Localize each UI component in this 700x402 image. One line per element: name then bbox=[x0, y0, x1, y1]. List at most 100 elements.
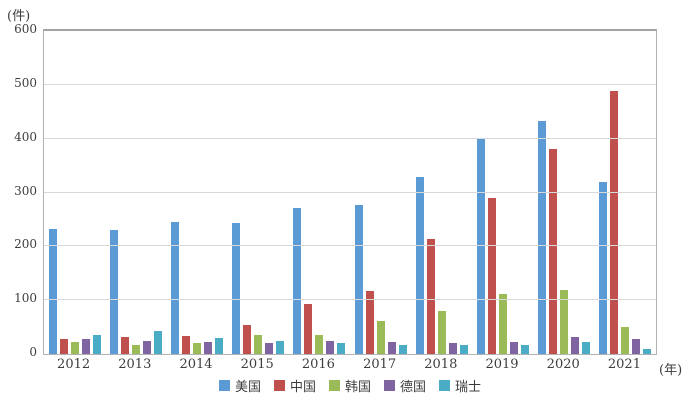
bar-2021-中国 bbox=[610, 90, 619, 354]
x-tick-label-2017: 2017 bbox=[363, 357, 397, 372]
plot-area bbox=[43, 29, 657, 355]
bar-2020-德国 bbox=[571, 337, 580, 354]
y-tick-label: 0 bbox=[29, 345, 37, 359]
bar-2018-韩国 bbox=[437, 311, 446, 354]
legend-item-瑞士: 瑞士 bbox=[439, 376, 481, 395]
bar-2017-瑞士 bbox=[398, 344, 407, 354]
gridline bbox=[44, 137, 656, 139]
bar-2020-瑞士 bbox=[582, 342, 591, 354]
legend-swatch-icon bbox=[328, 380, 340, 391]
bar-2019-韩国 bbox=[499, 293, 508, 354]
bar-2019-德国 bbox=[510, 341, 519, 354]
legend-label: 中国 bbox=[289, 380, 316, 395]
bar-2014-韩国 bbox=[193, 343, 201, 354]
bar-group-2015 bbox=[228, 31, 289, 354]
bar-2015-德国 bbox=[265, 343, 274, 354]
bar-2016-中国 bbox=[304, 303, 313, 354]
y-tick-label: 500 bbox=[14, 75, 37, 90]
x-tick-label-2016: 2016 bbox=[301, 357, 335, 372]
y-tick-label: 100 bbox=[14, 291, 37, 306]
x-tick-label-2014: 2014 bbox=[179, 357, 213, 372]
gridline bbox=[44, 245, 656, 247]
bar-2015-瑞士 bbox=[276, 340, 285, 354]
bar-2013-德国 bbox=[142, 341, 151, 354]
x-tick-label-2015: 2015 bbox=[240, 357, 274, 372]
legend: 美国 中国 韩国 德国 瑞士 bbox=[0, 376, 700, 395]
bar-group-2013 bbox=[105, 31, 166, 354]
bar-2018-美国 bbox=[415, 177, 424, 354]
bar-group-2020 bbox=[534, 31, 595, 354]
bar-group-2016 bbox=[289, 31, 350, 354]
y-tick-label: 600 bbox=[14, 22, 37, 36]
bar-group-2012 bbox=[44, 31, 105, 354]
bar-2013-中国 bbox=[120, 337, 129, 354]
bar-group-2017 bbox=[350, 31, 411, 354]
bar-2014-瑞士 bbox=[215, 338, 223, 354]
bar-2017-德国 bbox=[387, 341, 396, 354]
bar-2013-美国 bbox=[109, 229, 118, 354]
gridline bbox=[44, 83, 656, 85]
bar-group-2021 bbox=[595, 31, 656, 354]
bar-2013-瑞士 bbox=[153, 331, 162, 354]
bar-2017-中国 bbox=[365, 291, 374, 354]
bar-2016-瑞士 bbox=[337, 343, 346, 354]
x-axis-unit-label: (年) bbox=[659, 363, 683, 378]
bar-2021-瑞士 bbox=[643, 349, 652, 354]
gridline bbox=[44, 299, 656, 301]
bar-groups bbox=[44, 31, 656, 354]
bar-2012-美国 bbox=[48, 228, 57, 354]
legend-label: 瑞士 bbox=[455, 380, 482, 395]
bar-group-2014 bbox=[166, 31, 227, 354]
bar-2015-韩国 bbox=[254, 335, 263, 354]
bar-group-2019 bbox=[472, 31, 533, 354]
legend-item-中国: 中国 bbox=[273, 376, 316, 395]
bar-2020-美国 bbox=[538, 121, 547, 354]
bar-2019-瑞士 bbox=[521, 344, 530, 354]
bar-2015-美国 bbox=[232, 223, 241, 354]
legend-item-韩国: 韩国 bbox=[328, 376, 371, 395]
x-tick-label-2019: 2019 bbox=[485, 357, 519, 372]
y-axis-unit-label: (件) bbox=[7, 9, 31, 24]
x-tick-label-2018: 2018 bbox=[424, 357, 458, 372]
bar-2012-德国 bbox=[81, 338, 90, 354]
bar-2021-韩国 bbox=[621, 327, 630, 354]
bar-2021-美国 bbox=[599, 181, 608, 354]
bar-2015-中国 bbox=[243, 325, 252, 354]
legend-item-德国: 德国 bbox=[384, 376, 426, 395]
legend-swatch-icon bbox=[439, 380, 451, 391]
bar-2014-美国 bbox=[171, 221, 179, 354]
bar-2012-韩国 bbox=[70, 342, 79, 354]
bar-2021-德国 bbox=[632, 339, 641, 354]
bar-2018-德国 bbox=[448, 343, 457, 354]
bar-2013-韩国 bbox=[131, 344, 140, 354]
y-tick-label: 200 bbox=[14, 237, 37, 252]
legend-swatch-icon bbox=[218, 380, 230, 391]
gridline bbox=[44, 191, 656, 193]
bar-2017-美国 bbox=[354, 204, 363, 354]
legend-label: 韩国 bbox=[344, 380, 371, 395]
bar-2020-中国 bbox=[549, 149, 558, 354]
y-tick-label: 400 bbox=[14, 129, 37, 144]
bar-group-2018 bbox=[411, 31, 472, 354]
legend-swatch-icon bbox=[273, 380, 285, 391]
y-axis-tick-labels: 0 100 200 300 400 500 600 bbox=[0, 22, 37, 359]
legend-label: 德国 bbox=[400, 380, 427, 395]
x-tick-label-2013: 2013 bbox=[118, 357, 152, 372]
bar-2018-中国 bbox=[426, 239, 435, 354]
bar-2017-韩国 bbox=[376, 320, 385, 354]
bar-2012-瑞士 bbox=[92, 334, 101, 354]
x-tick-label-2021: 2021 bbox=[607, 357, 641, 372]
bar-2020-韩国 bbox=[560, 290, 569, 354]
bar-2016-美国 bbox=[293, 207, 302, 354]
bar-2016-德国 bbox=[326, 340, 335, 354]
bar-2014-中国 bbox=[182, 336, 190, 354]
bar-2012-中国 bbox=[59, 339, 68, 354]
bar-2014-德国 bbox=[204, 341, 212, 354]
x-tick-label-2020: 2020 bbox=[546, 357, 580, 372]
bar-2018-瑞士 bbox=[459, 345, 468, 354]
y-tick-label: 300 bbox=[14, 183, 37, 198]
x-axis-tick-labels: 2012 2013 2014 2015 2016 2017 2018 2019 2020 2021 bbox=[43, 357, 655, 372]
legend-swatch-icon bbox=[384, 380, 395, 391]
x-tick-label-2012: 2012 bbox=[57, 357, 91, 372]
